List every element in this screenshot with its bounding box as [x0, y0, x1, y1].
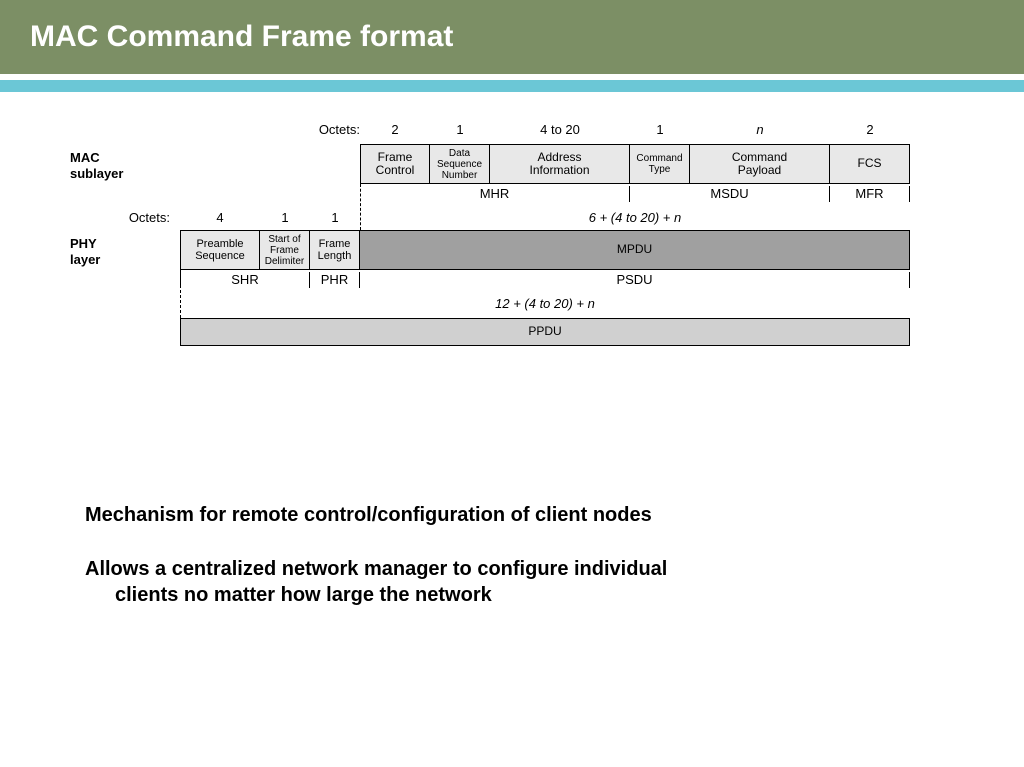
phy-oct-0: 4 — [180, 210, 260, 225]
phy-cell-mpdu: MPDU — [359, 230, 910, 270]
total-sum-label: 12 + (4 to 20) + n — [180, 296, 910, 311]
body-p2a: Allows a centralized network manager to … — [85, 558, 667, 580]
frame-diagram: Octets: 2 1 4 to 20 1 n 2 MAC sublayer F… — [50, 122, 974, 422]
phy-cell-sfd: Start of Frame Delimiter — [259, 230, 310, 270]
ppdu-cell: PPDU — [180, 318, 910, 346]
mhr-label: MHR — [360, 186, 630, 202]
mac-oct-0: 2 — [360, 122, 430, 137]
psdu-label: PSDU — [360, 272, 910, 288]
body-p1: Mechanism for remote control/configurati… — [85, 502, 939, 528]
slide-title: MAC Command Frame format — [30, 20, 453, 54]
shr-label: SHR — [180, 272, 310, 288]
msdu-label: MSDU — [630, 186, 830, 202]
dashed-left-phy — [180, 270, 181, 318]
accent-bar — [0, 80, 1024, 92]
phr-label: PHR — [310, 272, 360, 288]
mac-cell-cmdtype: Command Type — [629, 144, 690, 184]
dashed-left-mac — [360, 184, 361, 230]
mac-cell-fcs: FCS — [829, 144, 910, 184]
body-p2b: clients no matter how large the network — [85, 582, 492, 608]
phy-oct-2: 1 — [310, 210, 360, 225]
phy-cell-preamble: Preamble Sequence — [180, 230, 260, 270]
mac-cell-dsn: Data Sequence Number — [429, 144, 490, 184]
mac-oct-1: 1 — [430, 122, 490, 137]
phy-oct-1: 1 — [260, 210, 310, 225]
mac-cell-frame-control: Frame Control — [360, 144, 430, 184]
octets-phy-label: Octets: — [110, 210, 170, 225]
mac-cell-payload: Command Payload — [689, 144, 830, 184]
mac-sublayer-label: MAC sublayer — [70, 150, 123, 181]
phy-layer-label: PHY layer — [70, 236, 100, 267]
phy-cell-flen: Frame Length — [309, 230, 360, 270]
octets-top-label: Octets: — [300, 122, 360, 137]
mfr-label: MFR — [830, 186, 910, 202]
mac-cell-addr: Address Information — [489, 144, 630, 184]
mac-oct-4: n — [690, 122, 830, 137]
mac-oct-2: 4 to 20 — [490, 122, 630, 137]
body-text: Mechanism for remote control/configurati… — [85, 502, 939, 608]
phy-sum-label: 6 + (4 to 20) + n — [360, 210, 910, 225]
slide-header: MAC Command Frame format — [0, 0, 1024, 74]
body-p2: Allows a centralized network manager to … — [85, 556, 939, 608]
mac-oct-5: 2 — [830, 122, 910, 137]
mac-oct-3: 1 — [630, 122, 690, 137]
